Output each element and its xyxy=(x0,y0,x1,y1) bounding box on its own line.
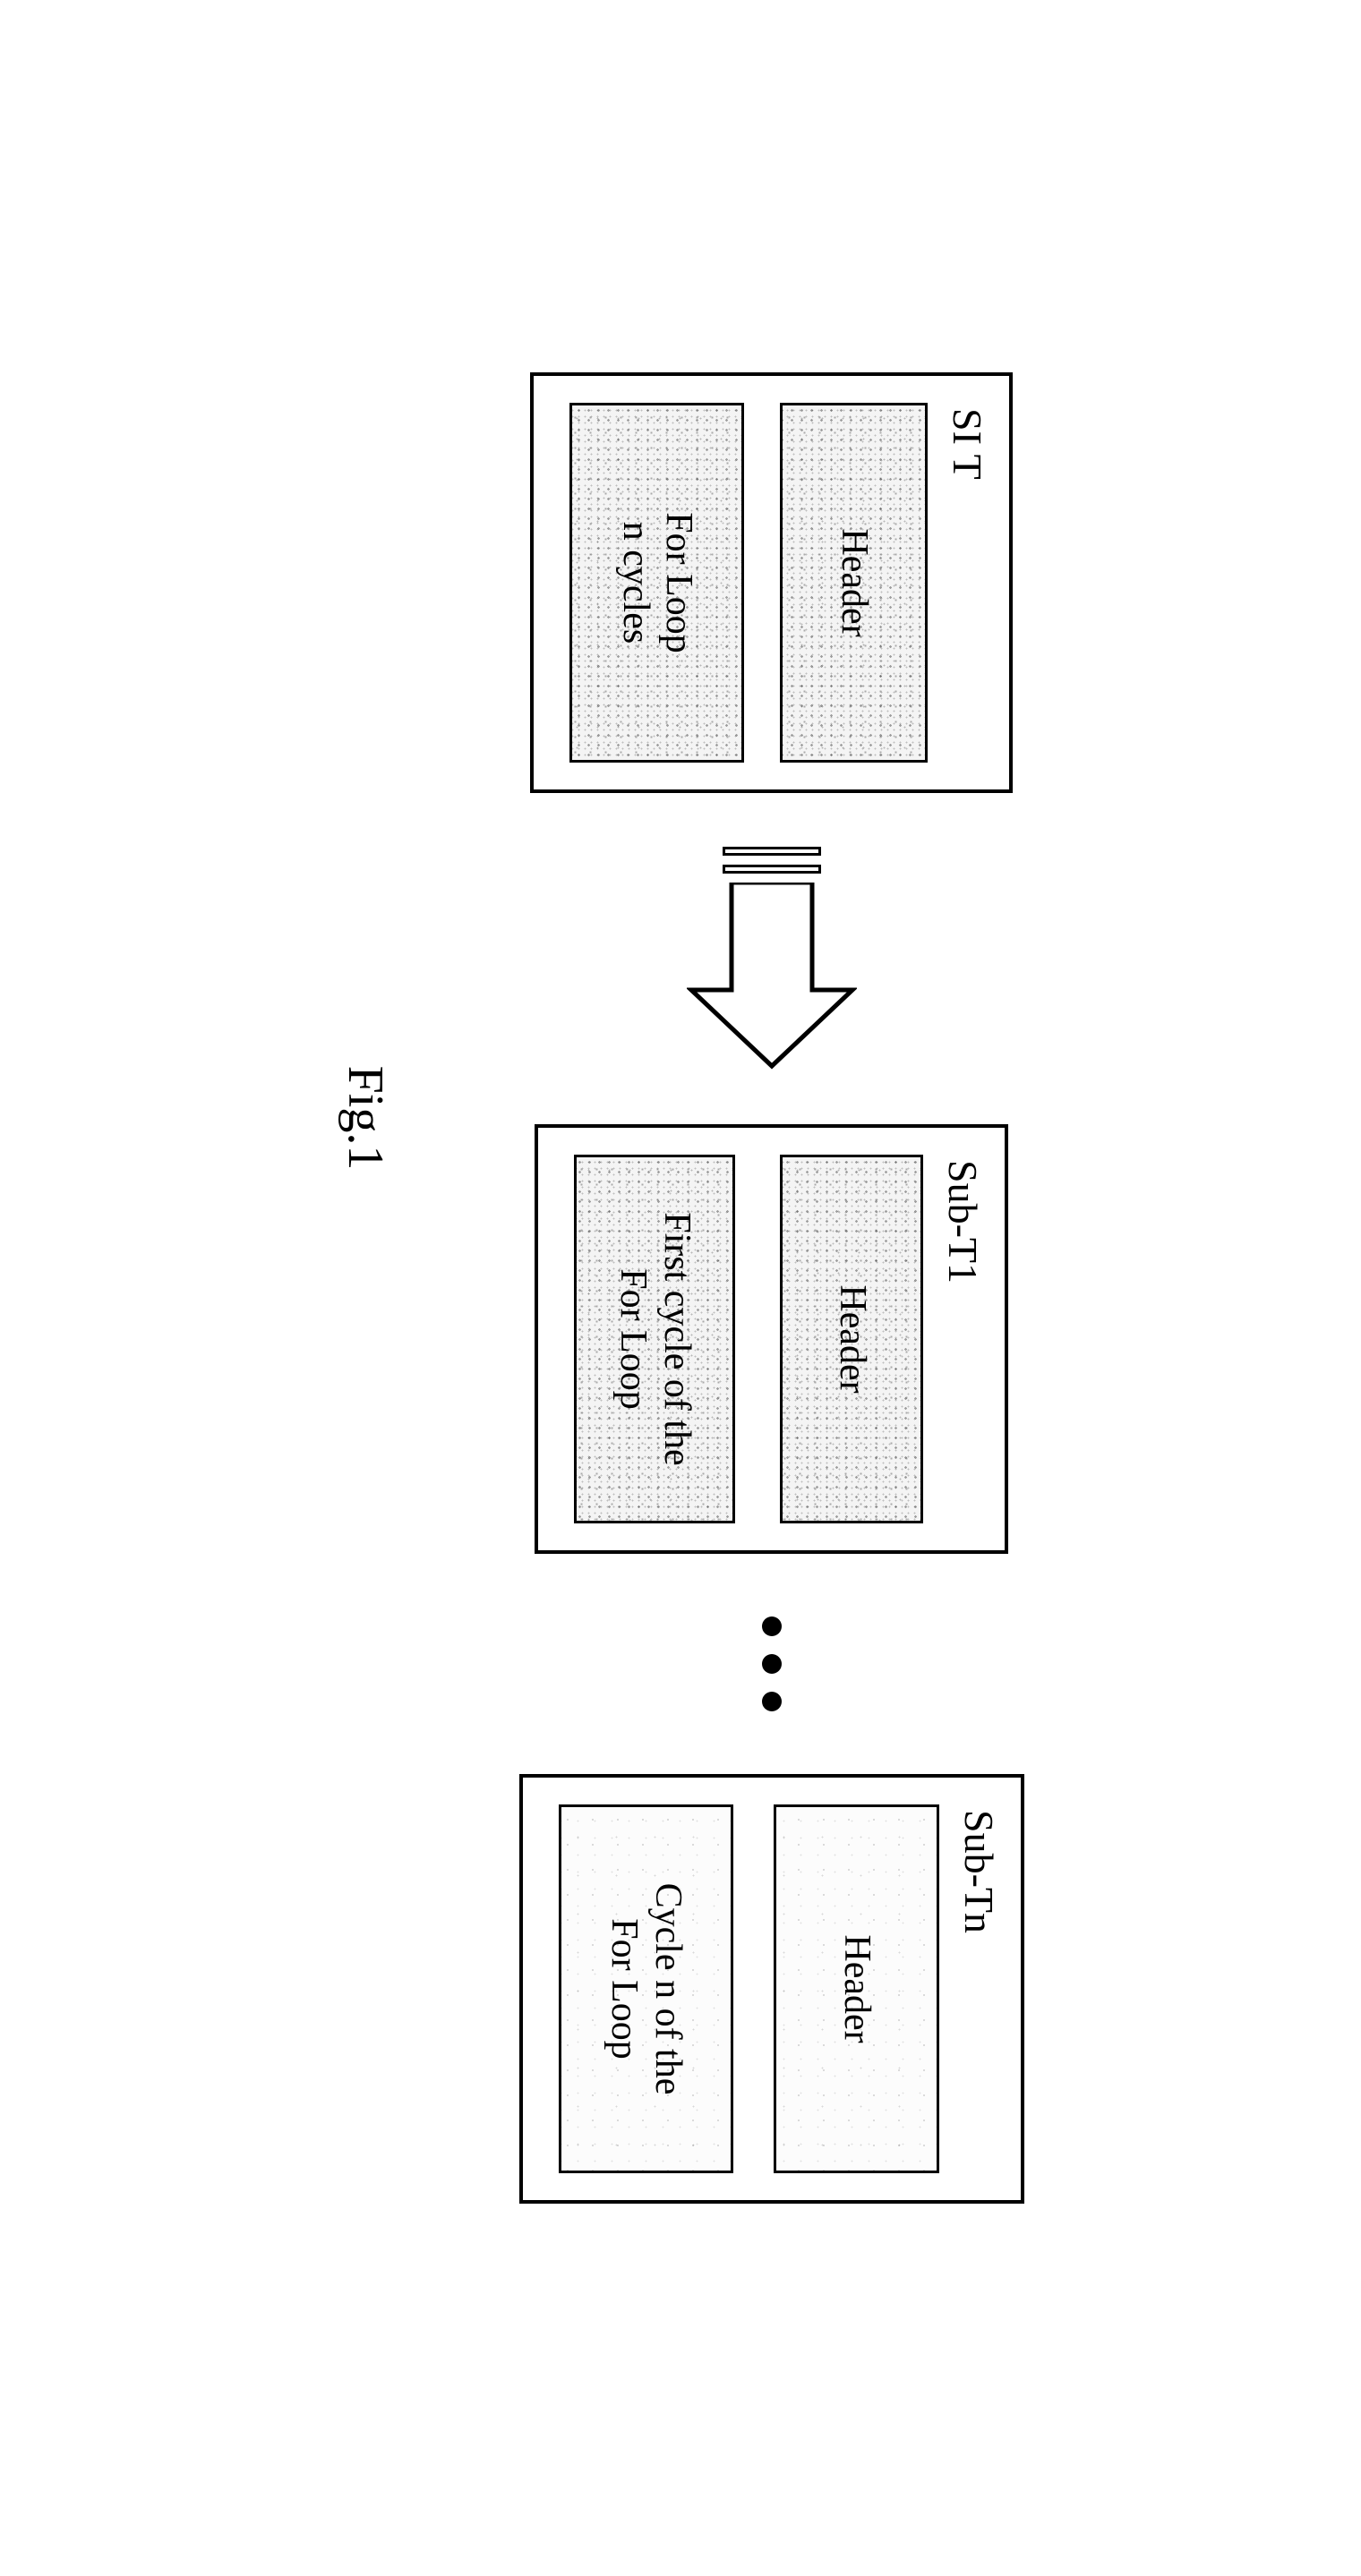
panel-source-body-box: For Loop n cycles xyxy=(570,403,745,763)
panel-source-title: SI T xyxy=(945,408,992,480)
figure-canvas: SI T Header For Loop n cycles Sub-T1 xyxy=(0,0,1361,2576)
panel-sub1: Sub-T1 Header First cycle of the For Loo… xyxy=(535,1124,1009,1554)
panel-sub1-body-label: First cycle of the For Loop xyxy=(612,1212,698,1465)
dot xyxy=(762,1654,782,1674)
panel-subn-header-box: Header xyxy=(774,1804,939,2173)
panel-sub1-header-label: Header xyxy=(830,1284,873,1393)
figure-rotated-group: SI T Header For Loop n cycles Sub-T1 xyxy=(337,372,1024,2204)
panel-subn-body-box: Cycle n of the For Loop xyxy=(559,1804,733,2173)
panel-source-header-box: Header xyxy=(781,403,929,763)
panel-sub1-body-box: First cycle of the For Loop xyxy=(575,1155,736,1523)
panel-sub1-title: Sub-T1 xyxy=(940,1160,988,1284)
panel-source-body-label: For Loop n cycles xyxy=(614,512,701,653)
arrow-tail-bar-2 xyxy=(723,865,821,874)
panel-row: SI T Header For Loop n cycles Sub-T1 xyxy=(519,372,1024,2204)
panel-sub1-header-box: Header xyxy=(781,1155,924,1523)
panel-source-header-label: Header xyxy=(833,528,876,636)
figure-caption: Fig.1 xyxy=(337,1066,394,1171)
ellipsis-icon xyxy=(762,1616,782,1711)
panel-subn-header-label: Header xyxy=(835,1934,877,2043)
arrow-tail-bar-1 xyxy=(723,847,821,856)
dot xyxy=(762,1616,782,1636)
panel-subn-title: Sub-Tn xyxy=(955,1810,1003,1933)
panel-source: SI T Header For Loop n cycles xyxy=(531,372,1014,793)
panel-subn-body-label: Cycle n of the For Loop xyxy=(603,1883,689,2095)
arrow-icon xyxy=(687,883,857,1070)
dot xyxy=(762,1692,782,1711)
panel-subn: Sub-Tn Header Cycle n of the For Loop xyxy=(519,1774,1024,2204)
arrow-group xyxy=(687,847,857,1070)
